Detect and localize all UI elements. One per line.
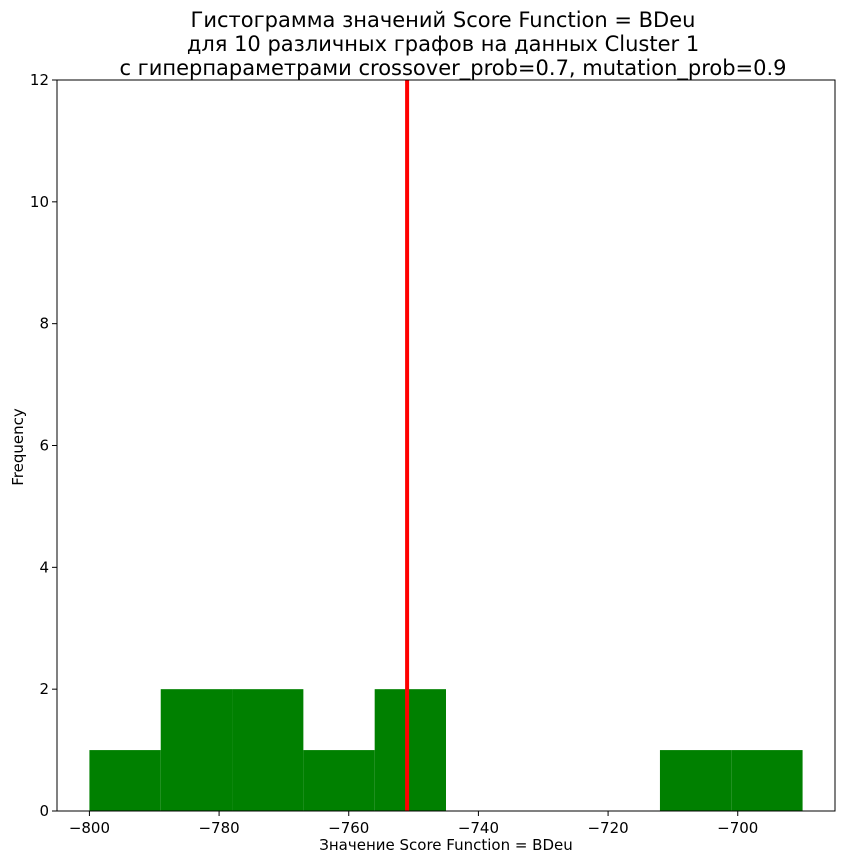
y-tick-label: 4 xyxy=(39,558,49,576)
histogram-bar-1 xyxy=(160,689,233,811)
y-axis-ticks: 0 2 4 6 8 10 12 xyxy=(30,71,57,820)
x-axis-label: Значение Score Function = BDeu xyxy=(319,836,573,854)
x-tick-label: −780 xyxy=(198,819,239,837)
x-tick-label: −720 xyxy=(587,819,628,837)
y-tick-label: 0 xyxy=(39,802,49,820)
histogram-bar-8 xyxy=(659,750,732,811)
x-tick-label: −700 xyxy=(717,819,758,837)
histogram-bar-0 xyxy=(89,750,161,811)
histogram-bar-4 xyxy=(374,689,446,811)
x-tick-label: −740 xyxy=(458,819,499,837)
histogram-bar-9 xyxy=(731,750,803,811)
y-tick-label: 2 xyxy=(39,680,49,698)
x-axis-ticks: −800 −780 −760 −740 −720 −700 xyxy=(69,811,758,837)
y-tick-label: 8 xyxy=(39,315,49,333)
y-tick-label: 6 xyxy=(39,437,49,455)
y-tick-label: 10 xyxy=(30,193,49,211)
x-tick-label: −760 xyxy=(328,819,369,837)
x-tick-label: −800 xyxy=(69,819,110,837)
chart-title: Гистограмма значений Score Function = BD… xyxy=(119,8,786,81)
title-line-1: Гистограмма значений Score Function = BD… xyxy=(191,8,696,32)
title-line-3: с гиперпараметрами crossover_prob=0.7, m… xyxy=(119,56,786,81)
histogram-bar-2 xyxy=(232,689,304,811)
y-axis-label: Frequency xyxy=(9,408,27,486)
title-line-2: для 10 различных графов на данных Cluste… xyxy=(187,32,699,56)
histogram-bars xyxy=(89,689,803,811)
y-tick-label: 12 xyxy=(30,71,49,89)
histogram-bar-3 xyxy=(303,750,375,811)
